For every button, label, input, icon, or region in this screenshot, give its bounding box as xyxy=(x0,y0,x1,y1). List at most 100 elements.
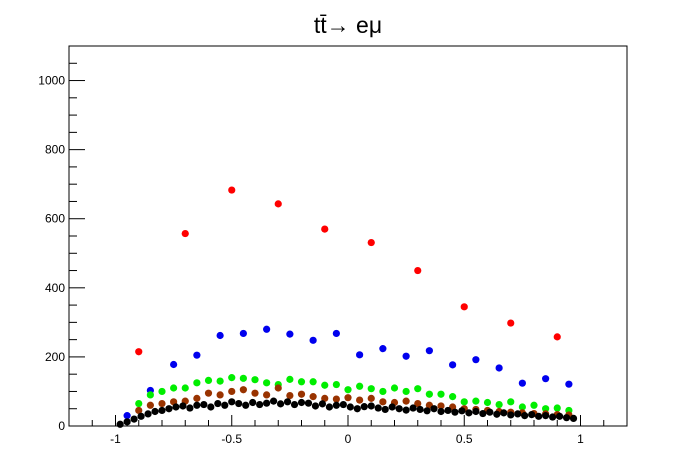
y-tick-label: 0 xyxy=(58,419,65,433)
data-point xyxy=(251,376,259,384)
data-point xyxy=(137,412,145,420)
data-point xyxy=(449,393,457,401)
x-tick-label: 0 xyxy=(345,432,352,446)
data-point xyxy=(207,403,215,411)
data-point xyxy=(286,330,294,338)
data-point xyxy=(542,405,550,413)
data-point xyxy=(486,408,494,416)
data-point xyxy=(158,387,166,396)
data-point xyxy=(507,411,515,419)
data-point xyxy=(495,364,503,372)
data-point xyxy=(228,374,236,382)
data-point xyxy=(521,412,529,420)
data-point xyxy=(332,329,340,338)
data-point xyxy=(518,379,526,387)
data-point xyxy=(514,410,522,418)
data-point xyxy=(425,347,433,355)
data-point xyxy=(360,403,368,411)
data-point xyxy=(297,398,306,407)
data-point xyxy=(414,399,422,408)
data-point xyxy=(495,400,503,409)
data-point xyxy=(318,400,327,408)
data-point xyxy=(493,410,501,418)
data-point xyxy=(346,403,354,411)
data-point xyxy=(321,381,329,389)
data-point xyxy=(344,386,352,394)
data-point xyxy=(274,200,282,208)
data-point xyxy=(332,395,340,403)
data-point xyxy=(309,378,317,386)
data-point xyxy=(290,400,299,409)
data-point xyxy=(239,386,247,394)
data-point xyxy=(379,387,387,396)
data-point xyxy=(465,409,473,417)
data-point xyxy=(367,238,375,247)
chart-title: tt̄→ eμ xyxy=(314,12,382,38)
data-point xyxy=(553,333,561,341)
data-point xyxy=(179,402,187,410)
data-point xyxy=(430,405,438,413)
data-point xyxy=(379,398,387,406)
data-point xyxy=(309,393,317,401)
data-point xyxy=(542,412,550,420)
data-point xyxy=(325,403,333,411)
data-point xyxy=(555,412,564,420)
data-point xyxy=(437,407,445,416)
data-point xyxy=(239,329,247,338)
data-point xyxy=(186,404,194,412)
data-point xyxy=(449,361,457,369)
data-point xyxy=(402,406,410,414)
data-point xyxy=(263,399,271,407)
data-point xyxy=(542,375,550,383)
data-point xyxy=(304,399,313,407)
data-point xyxy=(367,394,375,402)
data-point xyxy=(216,391,224,399)
data-point xyxy=(116,420,124,428)
data-point xyxy=(146,391,154,399)
plot-frame xyxy=(68,45,628,427)
data-point xyxy=(235,399,243,408)
data-point xyxy=(286,392,294,400)
data-point xyxy=(249,398,257,407)
data-point xyxy=(500,409,508,417)
data-point xyxy=(276,400,285,408)
data-point xyxy=(356,351,364,359)
series-4 xyxy=(116,397,578,428)
y-tick-label: 200 xyxy=(45,350,65,364)
data-point xyxy=(353,405,361,413)
x-tick-label: -1 xyxy=(110,432,121,446)
y-tick-label: 600 xyxy=(45,212,65,226)
data-point xyxy=(507,319,515,327)
data-point xyxy=(437,402,445,410)
data-point xyxy=(263,325,271,333)
data-point xyxy=(321,394,329,402)
data-point xyxy=(286,375,294,383)
data-point xyxy=(214,399,222,408)
data-point xyxy=(339,400,347,409)
data-point xyxy=(409,404,417,412)
data-point xyxy=(332,401,340,409)
data-point xyxy=(309,336,317,344)
data-point xyxy=(251,389,259,397)
data-point xyxy=(123,418,131,426)
data-point xyxy=(239,374,247,382)
data-point xyxy=(130,415,138,423)
x-tick-label: -0.5 xyxy=(221,432,242,446)
data-point xyxy=(135,399,143,408)
data-point xyxy=(423,407,431,415)
data-point xyxy=(297,378,306,386)
data-point xyxy=(170,360,178,369)
data-point xyxy=(535,412,543,420)
data-point xyxy=(367,385,375,393)
data-point xyxy=(221,401,229,409)
data-point xyxy=(332,380,340,389)
data-point xyxy=(123,412,131,420)
data-point xyxy=(193,379,201,387)
data-point xyxy=(451,408,459,416)
data-point xyxy=(216,377,224,385)
data-point xyxy=(460,398,468,406)
data-point xyxy=(193,401,201,409)
data-point xyxy=(374,404,382,412)
data-point xyxy=(414,385,422,393)
